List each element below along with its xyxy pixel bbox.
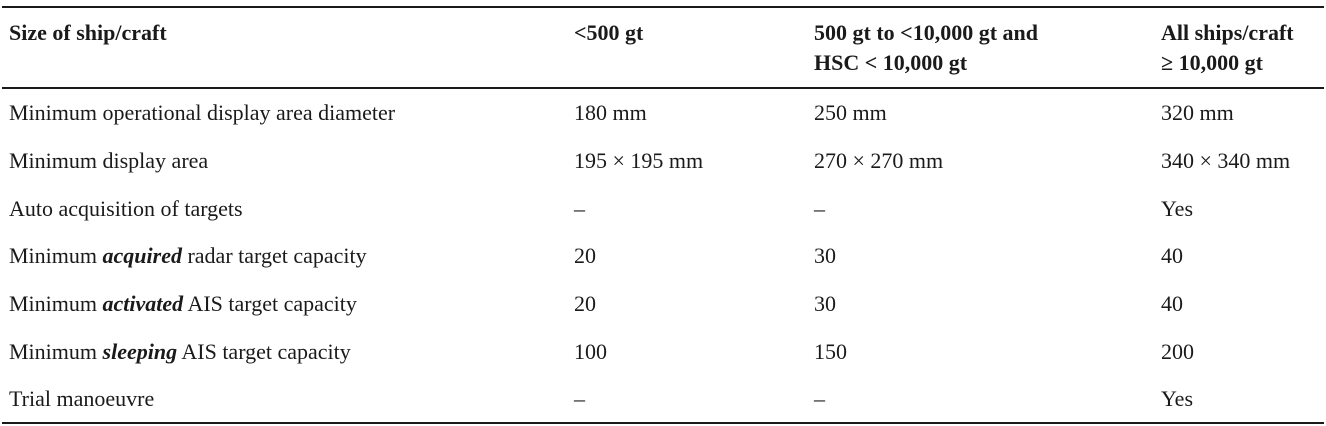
cell-under-500gt: 100 bbox=[574, 339, 607, 364]
header-under-500gt: <500 gt bbox=[574, 20, 644, 45]
table-bottom-rule bbox=[2, 422, 1324, 424]
table-row: Minimum operational display area diamete… bbox=[0, 89, 1326, 137]
row-label: Minimum display area bbox=[9, 148, 209, 173]
table-row: Auto acquisition of targets – – Yes bbox=[0, 185, 1326, 233]
cell-under-500gt: – bbox=[574, 196, 585, 221]
cell-all-ships: Yes bbox=[1161, 386, 1194, 411]
header-500-to-10000gt: 500 gt to <10,000 gt and HSC < 10,000 gt bbox=[814, 20, 1038, 75]
row-label: Minimum sleeping AIS target capacity bbox=[9, 339, 351, 364]
cell-all-ships: 200 bbox=[1161, 339, 1194, 364]
cell-under-500gt: 180 mm bbox=[574, 100, 647, 125]
header-all-ships-10000gt: All ships/craft ≥ 10,000 gt bbox=[1161, 20, 1294, 75]
row-label: Minimum activated AIS target capacity bbox=[9, 291, 357, 316]
row-label: Minimum operational display area diamete… bbox=[9, 100, 396, 125]
cell-all-ships: 320 mm bbox=[1161, 100, 1234, 125]
table-row: Minimum activated AIS target capacity 20… bbox=[0, 280, 1326, 328]
row-label: Minimum acquired radar target capacity bbox=[9, 243, 367, 268]
cell-500-to-10000gt: 270 × 270 mm bbox=[814, 148, 944, 173]
cell-all-ships: 340 × 340 mm bbox=[1161, 148, 1291, 173]
cell-all-ships: 40 bbox=[1161, 291, 1183, 316]
cell-under-500gt: – bbox=[574, 386, 585, 411]
cell-500-to-10000gt: 30 bbox=[814, 291, 836, 316]
header-bottom-rule bbox=[2, 87, 1324, 89]
cell-all-ships: 40 bbox=[1161, 243, 1183, 268]
cell-500-to-10000gt: – bbox=[814, 386, 825, 411]
cell-all-ships: Yes bbox=[1161, 196, 1194, 221]
table-row: Minimum sleeping AIS target capacity 100… bbox=[0, 328, 1326, 376]
table-row: Trial manoeuvre – – Yes bbox=[0, 375, 1326, 423]
table-top-rule bbox=[2, 6, 1324, 8]
cell-500-to-10000gt: 150 bbox=[814, 339, 847, 364]
cell-500-to-10000gt: – bbox=[814, 196, 825, 221]
cell-under-500gt: 20 bbox=[574, 243, 596, 268]
row-label: Trial manoeuvre bbox=[9, 386, 155, 411]
header-size-of-ship: Size of ship/craft bbox=[9, 20, 167, 45]
row-label: Auto acquisition of targets bbox=[9, 196, 243, 221]
table-row: Minimum acquired radar target capacity 2… bbox=[0, 232, 1326, 280]
cell-500-to-10000gt: 250 mm bbox=[814, 100, 887, 125]
table-row: Minimum display area 195 × 195 mm 270 × … bbox=[0, 137, 1326, 185]
cell-500-to-10000gt: 30 bbox=[814, 243, 836, 268]
cell-under-500gt: 20 bbox=[574, 291, 596, 316]
cell-under-500gt: 195 × 195 mm bbox=[574, 148, 704, 173]
